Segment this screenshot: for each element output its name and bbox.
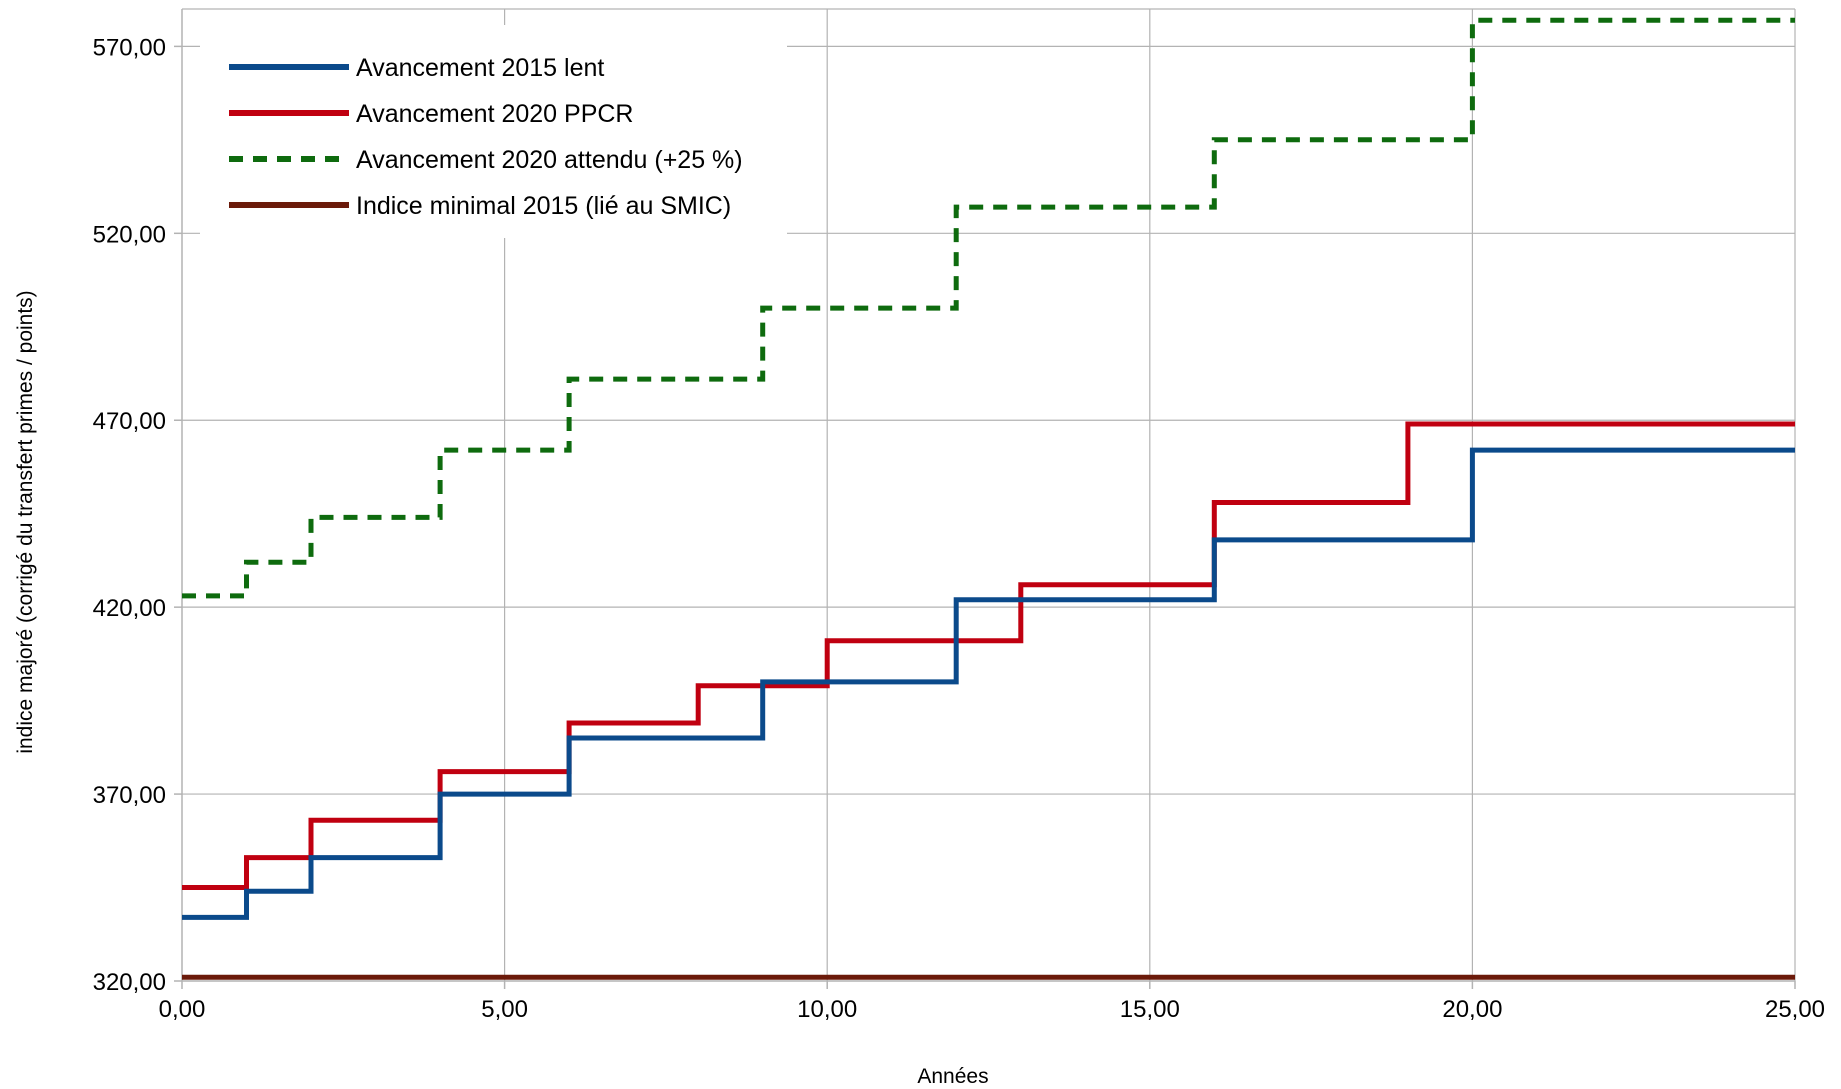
axes <box>174 9 1796 989</box>
x-tick-label: 20,00 <box>1442 996 1502 1023</box>
y-tick-label: 570,00 <box>93 34 166 61</box>
y-tick-label: 520,00 <box>93 221 166 248</box>
y-tick-label: 470,00 <box>93 408 166 435</box>
x-axis-title: Années <box>917 1065 988 1088</box>
series-line-avancement-2020-attendu-25 <box>182 17 1795 599</box>
legend-label: Avancement 2015 lent <box>356 54 604 82</box>
series-line-avancement-2020-ppcr <box>182 421 1795 890</box>
data-series <box>182 17 1795 980</box>
series-line-avancement-2015-lent <box>182 447 1795 920</box>
y-axis-title: indice majoré (corrigé du transfert prim… <box>14 290 37 753</box>
x-tick-label: 10,00 <box>797 996 857 1023</box>
x-tick-label: 5,00 <box>481 996 528 1023</box>
x-tick-label: 25,00 <box>1765 996 1825 1023</box>
y-tick-label: 370,00 <box>93 782 166 809</box>
legend-label: Indice minimal 2015 (lié au SMIC) <box>356 192 731 220</box>
y-tick-label: 420,00 <box>93 595 166 622</box>
x-tick-label: 15,00 <box>1120 996 1180 1023</box>
legend: Avancement 2015 lent Avancement 2020 PPCR… <box>200 25 787 238</box>
tick-labels: 0,00 5,00 10,00 15,00 20,00 25,00 320,00 370,00… <box>93 34 1825 1023</box>
legend-label: Avancement 2020 attendu (+25 %) <box>356 146 743 174</box>
axis-titles: Années indice majoré (corrigé du transfe… <box>14 290 989 1088</box>
y-tick-label: 320,00 <box>93 969 166 996</box>
x-tick-label: 0,00 <box>159 996 206 1023</box>
legend-label: Avancement 2020 PPCR <box>356 100 633 128</box>
